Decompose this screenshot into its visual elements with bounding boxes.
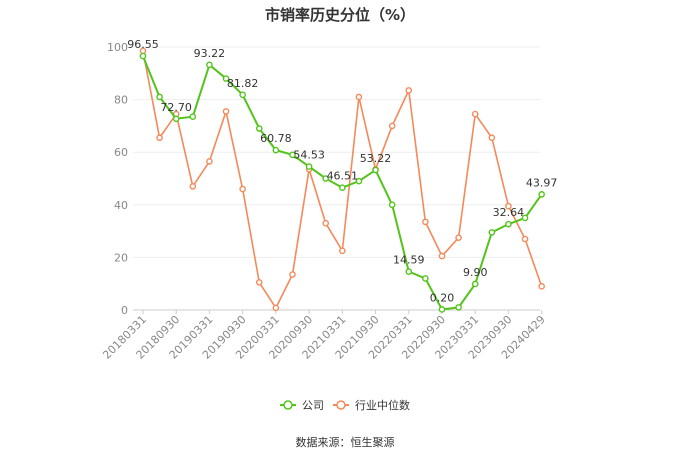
data-label: 32.64 [493,206,525,219]
data-point [405,268,413,275]
y-axis: 0 20 40 60 80 100 [107,41,128,317]
data-label: 96.55 [127,38,159,51]
legend-label: 公司 [302,399,324,412]
data-label: 93.22 [194,47,226,60]
data-point [438,252,446,260]
data-point [488,229,496,236]
data-point [206,61,213,69]
data-point [438,306,446,313]
data-point [289,271,296,278]
data-point [206,158,213,165]
data-label: 9.90 [463,266,488,279]
data-label: 54.53 [293,149,325,162]
data-point [355,93,363,101]
data-point [272,304,280,312]
legend-swatch-marker [336,400,346,410]
data-point [222,75,230,82]
y-tick-label: 0 [121,304,128,317]
data-point [471,280,479,288]
data-point [322,175,330,182]
data-point [388,201,396,209]
data-point [538,191,545,198]
y-tick-label: 80 [114,94,128,107]
data-label: 53.22 [360,152,392,165]
data-point [521,235,529,243]
data-point [239,185,246,193]
chart-title: 市销率历史分位（%） [265,6,415,24]
data-point [339,247,346,255]
data-point [372,166,379,174]
y-tick-label: 60 [114,146,128,159]
y-tick-label: 20 [114,251,128,264]
data-point [521,214,529,222]
data-point [272,146,280,154]
data-label: 0.20 [430,291,455,304]
data-point [139,52,147,60]
data-label: 14.59 [393,254,425,267]
data-point [255,279,263,286]
data-point [455,234,462,241]
legend-item-1[interactable]: 行业中位数 [333,398,410,412]
source-note: 数据来源：恒生聚源 [296,435,395,449]
data-point [388,122,396,130]
data-label: 60.78 [260,132,292,145]
data-label: 72.70 [160,101,192,114]
data-point [405,87,413,94]
data-point [239,91,246,99]
data-point [471,110,479,118]
data-point [156,134,163,142]
data-label: 46.51 [327,170,359,183]
data-point [488,134,496,142]
data-label: 81.82 [227,77,259,90]
legend[interactable]: 公司 行业中位数 [280,398,410,412]
grid [133,46,540,311]
data-point [222,108,230,115]
data-labels: 96.55 72.70 93.22 81.82 60.7854.5346.5153.22… [127,38,557,304]
legend-label: 行业中位数 [355,398,410,412]
data-point [189,183,197,190]
x-axis: 2018033120180930201903312019093020200331… [100,310,548,362]
data-point [422,275,429,282]
data-point [422,218,429,226]
data-point [505,202,512,210]
data-point [305,163,313,170]
data-point [322,219,330,227]
data-point [255,125,263,132]
data-point [538,283,545,290]
data-point [189,113,197,120]
data-point [289,151,296,159]
data-point [172,115,180,123]
data-point [156,93,163,101]
data-point [505,220,512,228]
legend-item-0[interactable]: 公司 [280,399,324,412]
legend-swatch-marker [283,400,293,410]
data-point [455,304,462,311]
y-tick-label: 100 [107,41,128,54]
data-point [339,184,346,191]
data-label: 43.97 [526,176,558,189]
series-layer [139,47,545,313]
data-point [355,177,363,185]
y-tick-label: 40 [114,199,128,212]
